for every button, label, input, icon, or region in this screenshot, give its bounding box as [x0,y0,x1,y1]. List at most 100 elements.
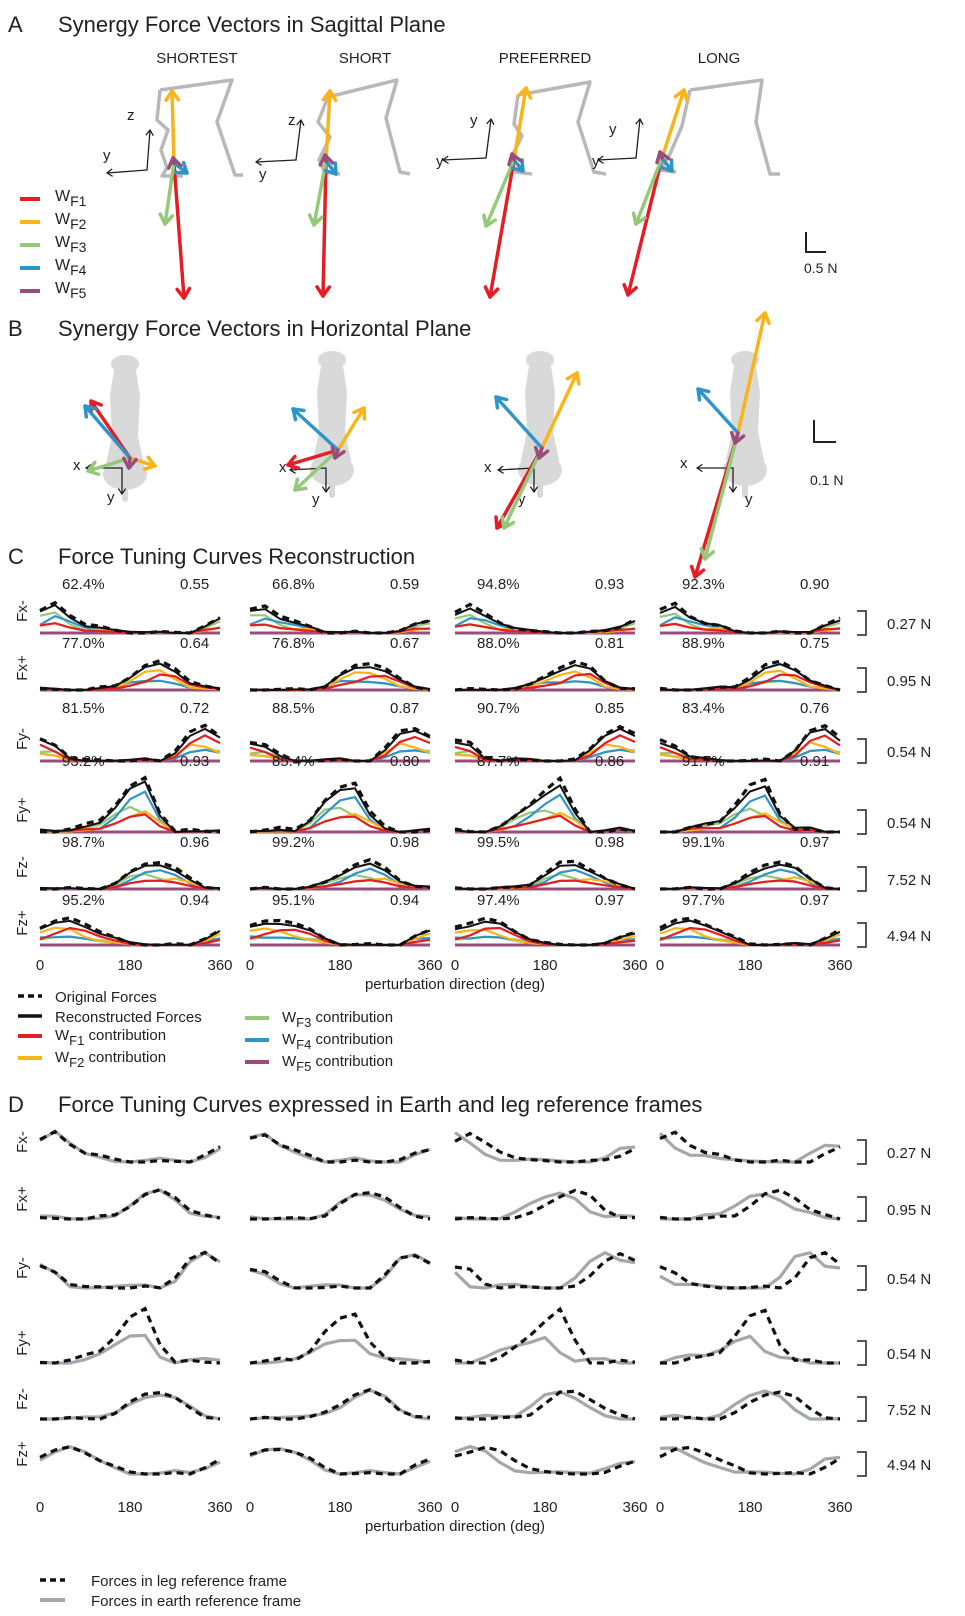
c-correlation: 0.59 [390,576,419,593]
d-row-Fz+: Fz+ 4.94 N [14,1441,931,1477]
axis-b-y-1 [117,467,127,495]
c-correlation: 0.93 [180,753,209,770]
d-plot-Fx--2 [249,1132,431,1164]
c-x-tick-1-180: 180 [117,957,142,974]
legend-a-label-f4-subscript: F4 [70,262,87,278]
axis-b-x-label-2: x [279,459,287,476]
cat-body [106,370,144,476]
vector-a-2-wwf2-shaft [324,89,332,163]
d-scale-bracket [857,1451,867,1477]
vector-a-1-wwf3-head [158,212,175,226]
cat-tail [742,480,748,498]
c-variance-accounted: 95.1% [272,892,315,909]
axis-b-y-4 [728,467,738,493]
axis-a-left-1-head [106,168,113,177]
d-earth-frame-line [39,1188,221,1221]
d-plot-Fy+-3 [454,1306,636,1365]
vector-a-4-wwf1 [622,156,664,297]
d-leg-frame-line [39,1250,221,1290]
vector-b-3-wwf3-head [500,515,516,530]
vector-b-2-wwf5 [330,445,346,460]
d-row-label: Fz+ [14,1441,31,1467]
d-scale-bracket [857,1340,867,1366]
c-correlation: 0.81 [595,635,624,652]
d-plot-Fx--4 [658,1130,841,1164]
d-plot-Fx+-4 [659,1188,841,1221]
vector-b-4-wwf1-head [689,564,706,579]
cat-silhouette-1 [103,355,147,502]
d-earth-frame-line [39,1445,221,1476]
c-variance-accounted: 62.4% [62,576,105,593]
axis-b-y-label-2: y [312,491,320,508]
c-variance-accounted: 98.7% [62,834,105,851]
vector-b-4-wwf5 [729,430,746,445]
c-contribution-wf4 [39,790,221,834]
condition-label-preferred: PREFERRED [499,50,592,67]
condition-label-short: SHORT [339,50,391,67]
c-reconstructed-line [249,729,431,763]
c-plot-Fx--4: 92.3% 0.90 [659,576,841,635]
legend-c-reconstructed-label: Reconstructed Forces [55,1009,202,1026]
legend-a-label-f1-subscript: F1 [70,193,87,209]
c-row-Fy+: Fy+ 93.2% 0.93 85.4% 0.80 87.7% 0.86 91.7% 0.91 0… [14,753,931,835]
c-correlation: 0.97 [800,834,829,851]
legend-a-label-f1-prefix: W [55,188,71,205]
c-correlation: 0.97 [595,892,624,909]
c-scale-label: 0.27 N [887,616,931,633]
c-original-line [39,723,221,763]
axis-b-y-2 [321,467,331,493]
d-plot-Fy--1 [39,1250,221,1290]
d-leg-frame-line [39,1129,221,1164]
vector-a-4-wwf3-shaft [634,156,664,226]
d-leg-frame-line [454,1251,636,1290]
c-plot-Fy+-4: 91.7% 0.91 [660,753,841,834]
scale-bar-a: 0.5 N [804,232,837,276]
c-variance-accounted: 66.8% [272,576,315,593]
c-correlation: 0.76 [800,700,829,717]
axis-a-left-4 [597,155,637,164]
vector-b-3-wwf3 [500,446,544,530]
c-original-line [39,658,221,692]
horizontal-vectors [83,311,771,579]
d-row-Fy+: Fy+ 0.54 N [14,1306,931,1366]
c-correlation: 0.94 [180,892,209,909]
legend-c-label-f5-prefix: W [282,1053,297,1070]
d-plot-Fy--3 [453,1250,636,1290]
vector-a-4-wwf1-shaft [626,156,664,297]
c-plot-Fz--3: 99.5% 0.98 [454,834,636,891]
c-original-line [659,601,841,635]
vector-a-1-wwf5-head [166,156,183,170]
c-original-line [454,775,636,834]
axis-a-up-2-shaft [295,119,302,161]
c-reconstructed-line [39,603,221,634]
d-leg-frame-line [249,1447,431,1476]
axis-a-up-3-shaft [485,118,492,159]
c-original-line [250,661,431,692]
c-correlation: 0.90 [800,576,829,593]
cat-head [526,351,554,369]
axis-b-y-label-3: y [518,491,526,508]
legend-d-leg-label: Forces in leg reference frame [91,1573,287,1590]
d-x-tick-3-0: 0 [451,1499,459,1516]
legend-a-label-f5: WF5 [55,280,87,301]
vector-a-2-wwf4-head [323,161,338,176]
panel-d-letter: D [8,1092,24,1117]
vector-b-3-wwf2-shaft [540,371,579,450]
vector-a-2-wwf2-head [321,89,338,103]
panel-b: B Synergy Force Vectors in Horizontal Pl… [8,311,843,579]
c-x-tick-3-0: 0 [451,957,459,974]
vector-a-4-wwf2-shaft [660,88,686,160]
c-plot-Fz--2: 99.2% 0.98 [249,834,431,891]
d-plot-Fz+-3 [454,1444,636,1476]
d-earth-frame-line [454,1191,636,1221]
d-earth-frame-line [454,1444,636,1475]
c-plot-Fy--4: 83.4% 0.76 [659,700,841,763]
c-row-label: Fx- [14,600,31,622]
axis-b-y-label-1: y [107,489,115,506]
d-x-tick-4-360: 360 [827,1499,852,1516]
d-x-tick-1-360: 360 [207,1499,232,1516]
c-x-tick-2-360: 360 [417,957,442,974]
vector-a-1-wwf2-shaft [170,89,176,165]
legend-a-label-f2-subscript: F2 [70,216,87,232]
